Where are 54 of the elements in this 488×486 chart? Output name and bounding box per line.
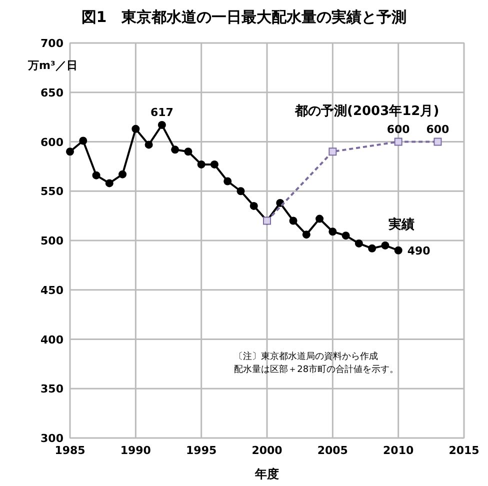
point	[381, 241, 390, 250]
point	[184, 148, 192, 156]
point	[132, 124, 140, 133]
point	[328, 228, 337, 236]
x-tick-label: 2010	[383, 444, 414, 457]
y-axis-title: 万m³／日	[27, 59, 78, 72]
y-tick-label: 350	[40, 382, 64, 396]
point	[210, 160, 218, 168]
point	[79, 136, 88, 145]
point	[144, 140, 153, 149]
point	[302, 230, 310, 239]
data-label: 600	[426, 122, 450, 136]
point	[394, 246, 402, 254]
y-tick-label: 650	[40, 86, 64, 100]
x-tick-label: 1985	[54, 444, 86, 457]
y-tick-label: 300	[40, 432, 64, 445]
x-axis-title: 年度	[254, 467, 279, 481]
chart-title: 図1 東京都水道の一日最大配水量の実績と予測	[81, 8, 407, 26]
y-tick-label: 600	[40, 136, 64, 149]
data-label: 490	[407, 244, 431, 258]
data-label: 617	[150, 106, 174, 119]
y-tick-label: 700	[40, 37, 64, 50]
x-tick-label: 1995	[186, 444, 217, 457]
point	[197, 160, 206, 168]
point	[158, 120, 166, 129]
point	[289, 216, 298, 225]
series-label: 実績	[387, 216, 414, 232]
x-tick-label: 2000	[252, 444, 283, 457]
point	[434, 138, 442, 146]
point	[354, 239, 363, 248]
point	[92, 171, 100, 180]
data-label: 600	[386, 122, 410, 136]
y-tick-label: 550	[40, 185, 64, 198]
point	[118, 170, 127, 178]
y-tick-label: 450	[40, 284, 64, 297]
point	[236, 187, 245, 196]
x-tick-label: 2015	[448, 444, 480, 457]
series-label: 都の予測(2003年12月)	[294, 104, 440, 119]
point	[105, 179, 114, 188]
point	[224, 177, 232, 186]
point	[250, 202, 258, 210]
point	[342, 232, 350, 240]
annotation: 〔注〕東京都水道局の資料から作成	[234, 351, 378, 362]
y-tick-label: 500	[40, 234, 64, 248]
point	[171, 146, 180, 154]
point	[394, 138, 402, 146]
point	[368, 244, 376, 252]
point	[316, 214, 324, 223]
point	[328, 148, 337, 156]
x-tick-label: 2005	[317, 444, 348, 457]
y-tick-label: 400	[40, 333, 64, 346]
x-tick-label: 1990	[120, 444, 152, 457]
point	[66, 148, 74, 156]
annotation: 配水量は区部＋28市町の合計値を示す。	[234, 364, 399, 375]
